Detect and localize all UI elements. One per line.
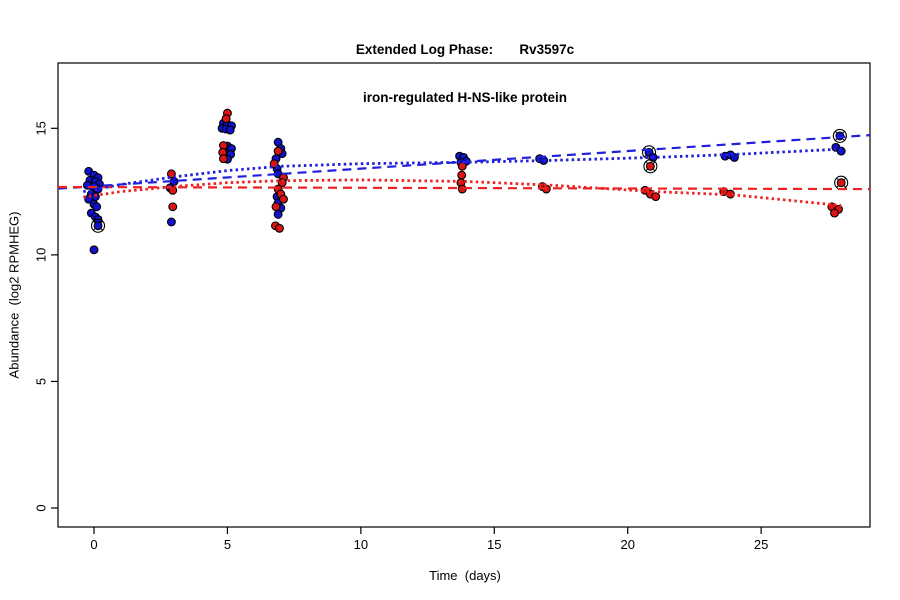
outlier-ring xyxy=(832,128,847,143)
blue-data-point xyxy=(89,245,99,255)
red-data-point xyxy=(645,161,655,171)
red-data-point xyxy=(836,178,846,188)
blue-data-point xyxy=(166,217,176,227)
blue-data-point xyxy=(836,146,846,156)
y-tick-label: 0 xyxy=(34,504,49,511)
x-tick-label: 5 xyxy=(224,537,231,552)
x-axis-label: Time (days) xyxy=(429,568,501,583)
red-data-point xyxy=(651,192,661,202)
red-linear-fit-dashed xyxy=(57,185,871,191)
red-data-point xyxy=(457,170,467,180)
x-tick-label: 25 xyxy=(754,537,768,552)
chart-title: Extended Log Phase: Rv3597c iron-regulat… xyxy=(60,10,870,138)
red-data-point xyxy=(271,202,281,212)
x-tick-label: 10 xyxy=(354,537,368,552)
chart-title-line1: Extended Log Phase: Rv3597c xyxy=(355,42,575,57)
red-data-point xyxy=(218,154,228,164)
red-data-point xyxy=(279,194,288,204)
plot-border xyxy=(57,62,871,528)
red-data-point xyxy=(221,114,231,124)
blue-smooth-fit-dotted xyxy=(83,147,842,193)
x-tick-label: 20 xyxy=(620,537,634,552)
red-data-point xyxy=(830,208,839,218)
blue-data-point xyxy=(273,209,283,219)
outlier-ring xyxy=(90,218,106,233)
blue-data-point xyxy=(93,221,103,231)
red-data-point xyxy=(273,146,283,156)
y-tick-label: 15 xyxy=(34,121,49,135)
blue-data-point xyxy=(92,202,102,212)
y-tick-label: 10 xyxy=(34,248,49,262)
x-tick-label: 0 xyxy=(90,537,97,552)
chart-title-line2: iron-regulated H-NS-like protein xyxy=(362,90,568,105)
red-data-point xyxy=(275,223,284,233)
y-tick-label: 5 xyxy=(34,378,49,385)
x-tick-label: 15 xyxy=(487,537,501,552)
blue-data-point xyxy=(225,125,235,135)
red-data-point xyxy=(168,202,178,212)
y-axis-label: Abundance (log2 RPMHEG) xyxy=(6,211,22,379)
red-smooth-fit-dotted xyxy=(83,178,842,207)
outlier-ring xyxy=(643,159,658,174)
